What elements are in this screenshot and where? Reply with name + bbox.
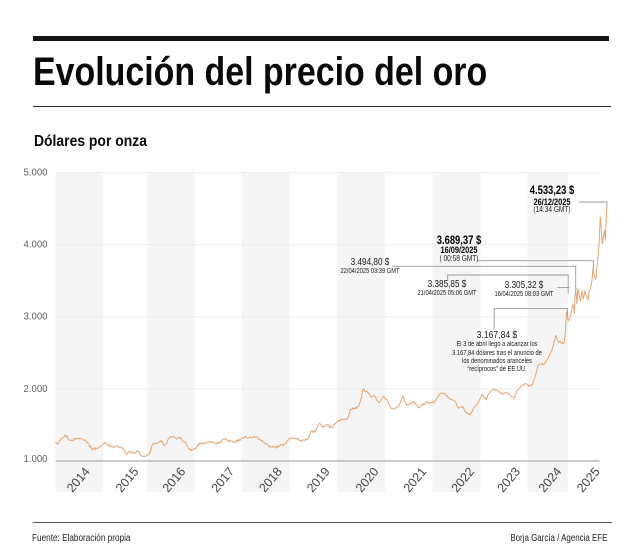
- svg-text:2017: 2017: [209, 465, 238, 495]
- svg-text:2019: 2019: [304, 465, 333, 495]
- svg-text:2021: 2021: [401, 465, 430, 495]
- svg-text:4.000: 4.000: [24, 240, 48, 251]
- svg-text:2.000: 2.000: [24, 384, 48, 395]
- svg-text:3.000: 3.000: [24, 312, 48, 323]
- svg-text:1.000: 1.000: [24, 454, 48, 465]
- svg-text:5.000: 5.000: [24, 168, 48, 179]
- svg-text:2025: 2025: [574, 465, 603, 495]
- svg-text:2015: 2015: [113, 465, 142, 495]
- svg-text:2023: 2023: [495, 465, 524, 495]
